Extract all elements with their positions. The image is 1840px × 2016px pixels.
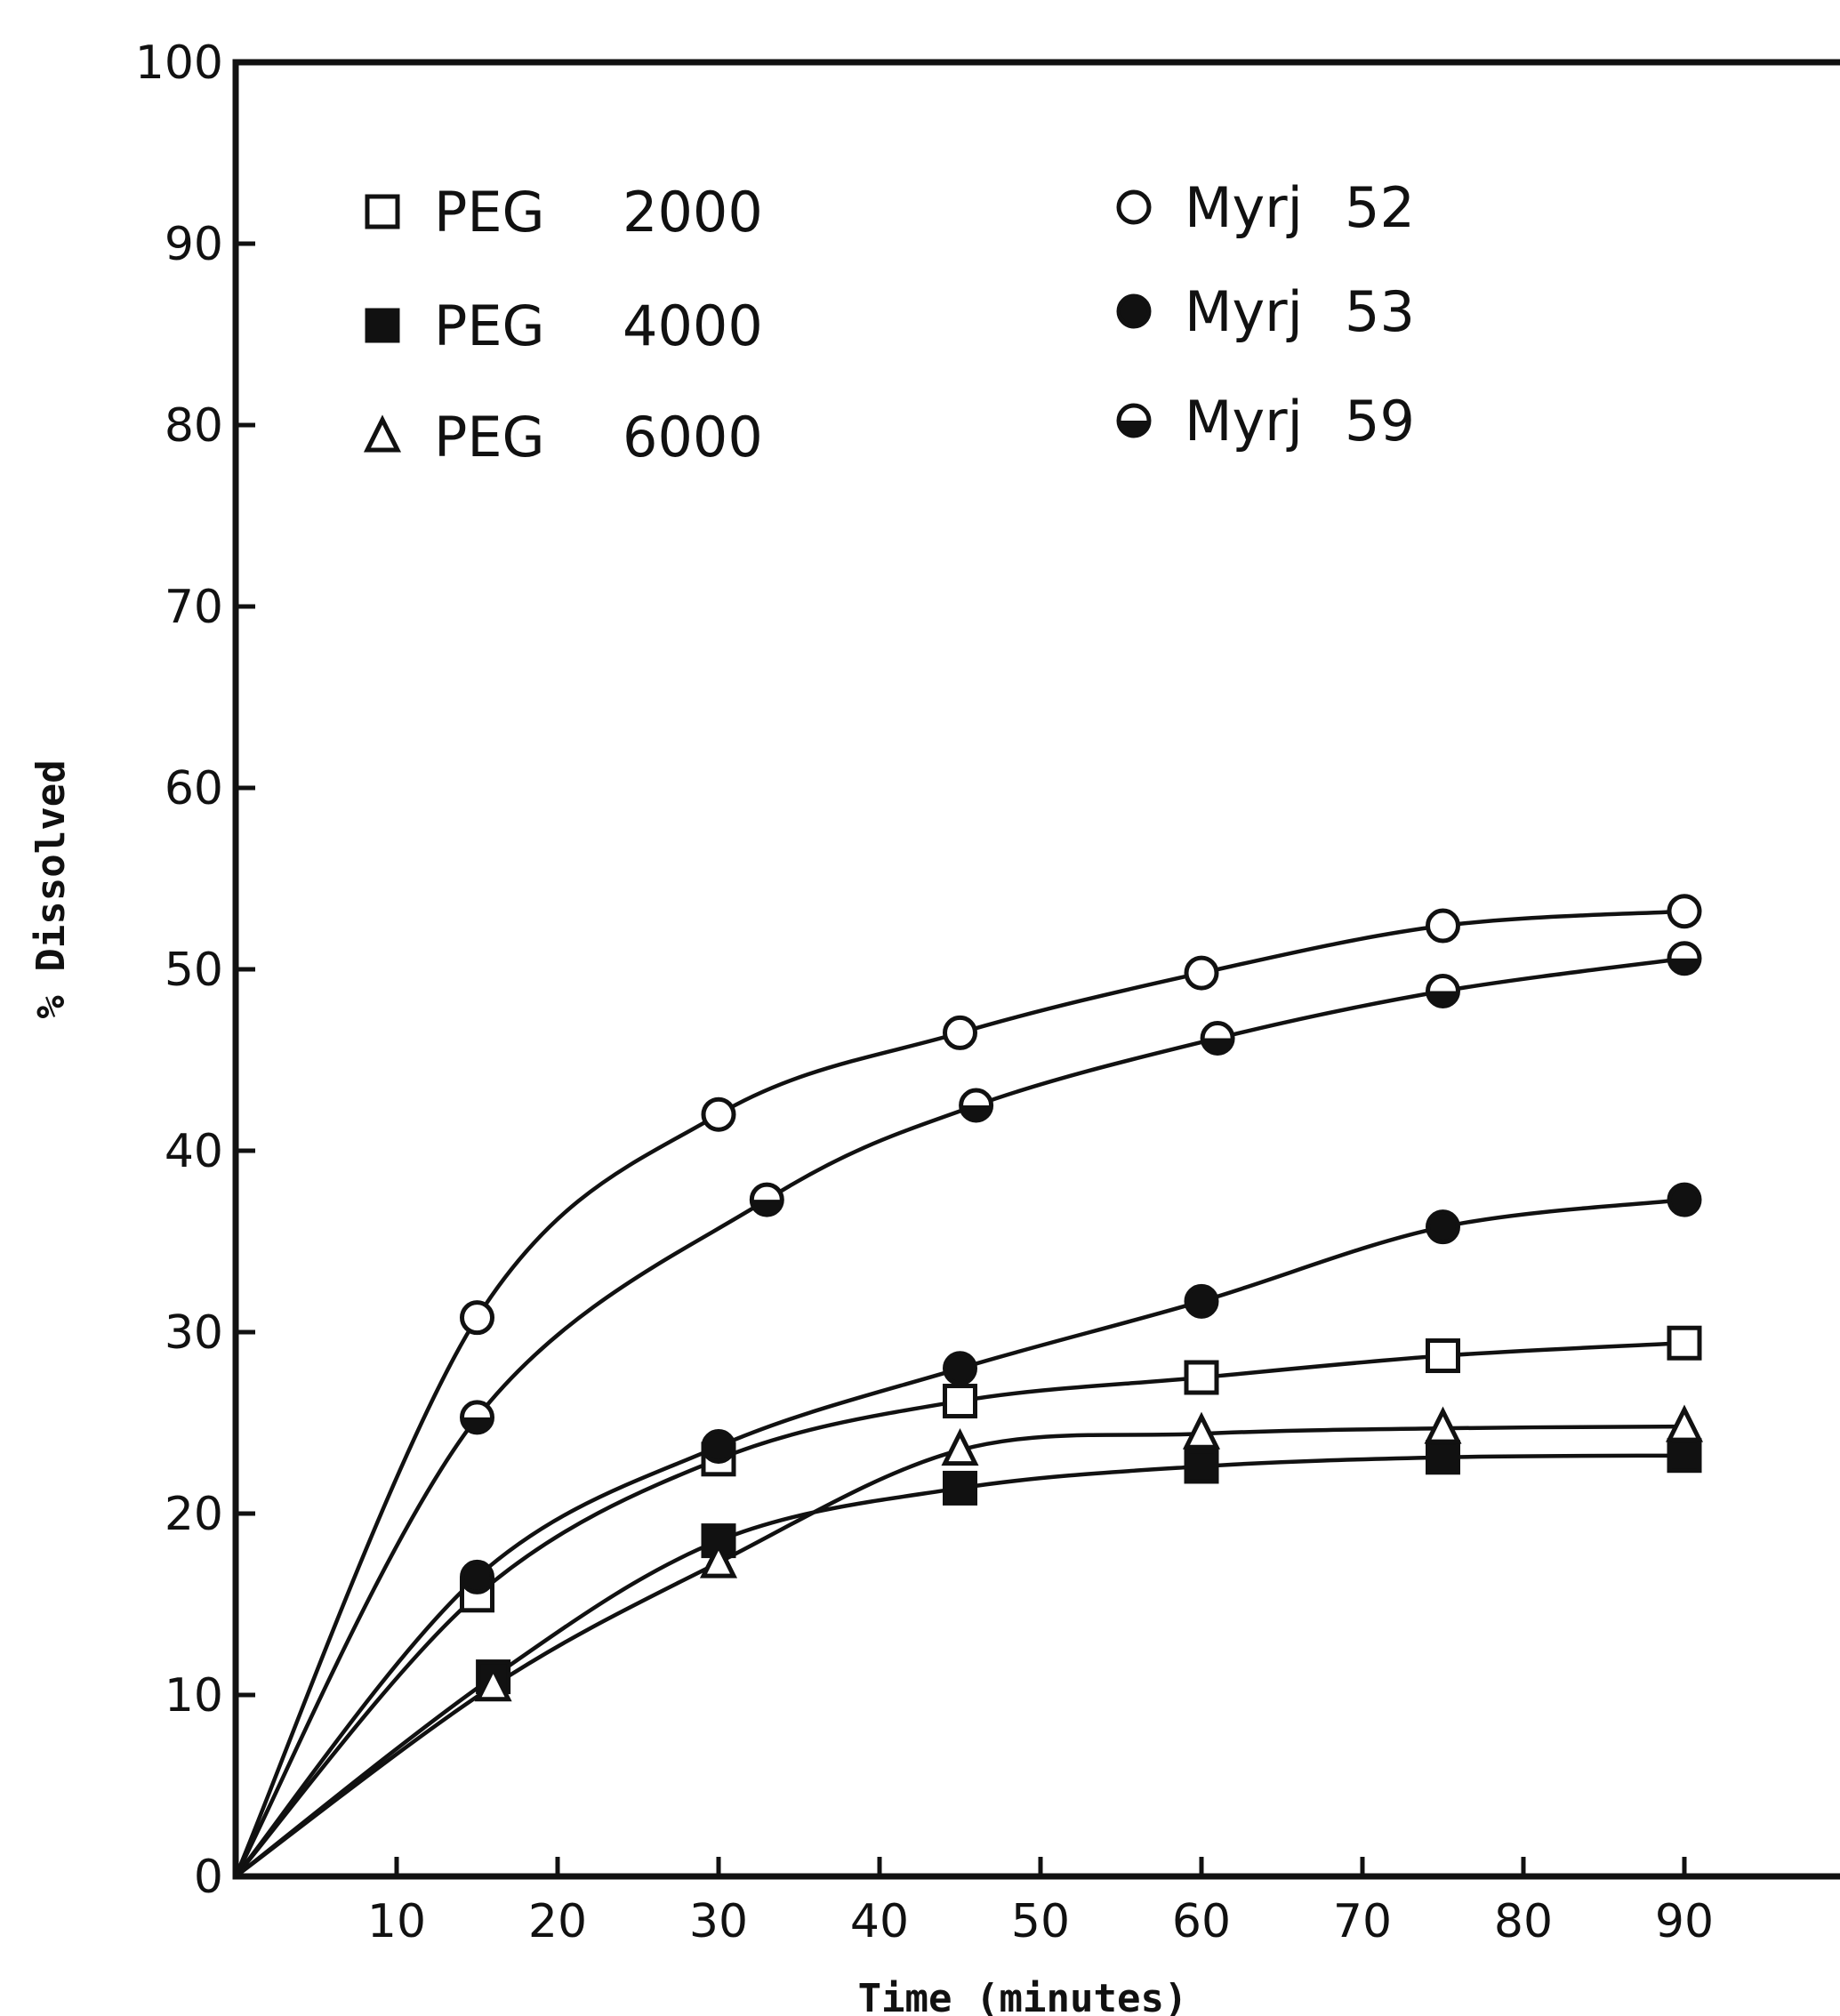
data-point [943, 1015, 977, 1050]
legend-label: PEG [434, 405, 545, 470]
data-point [699, 1540, 738, 1578]
legend-label: Myrj [1185, 389, 1303, 454]
legend-marker [365, 194, 400, 229]
legend-marker [363, 414, 402, 453]
y-tick-label: 10 [165, 1669, 223, 1723]
series-line-4 [234, 1197, 1685, 1878]
y-axis-title: % Dissolved [28, 759, 74, 1018]
data-point [959, 1088, 994, 1123]
x-axis: 10 20 30 40 50 60 70 80 90 [367, 1857, 1714, 1948]
legend-value: 53 [1345, 279, 1415, 344]
x-tick-label: 90 [1655, 1895, 1714, 1948]
data-point [1184, 1360, 1219, 1395]
legend-marker [365, 308, 400, 343]
x-tick-label: 30 [689, 1895, 748, 1948]
data-point [1184, 1283, 1219, 1319]
x-tick-label: 60 [1172, 1895, 1231, 1948]
legend-value: 4000 [623, 293, 763, 358]
data-point [1665, 1404, 1704, 1442]
data-point [943, 1470, 977, 1506]
x-tick-label: 40 [850, 1895, 909, 1948]
y-tick-label: 60 [165, 762, 223, 815]
data-point [1426, 1440, 1460, 1475]
legend-value: 59 [1345, 389, 1415, 454]
series-line-3 [233, 909, 1685, 1877]
data-point [943, 1351, 977, 1386]
x-tick-label: 20 [528, 1895, 587, 1948]
data-point [749, 1182, 784, 1217]
data-point [1426, 1209, 1460, 1245]
data-point [1424, 1406, 1462, 1444]
legend-marker [1116, 293, 1152, 329]
data-point [701, 1429, 736, 1465]
data-point [460, 1400, 494, 1435]
x-tick-label: 10 [367, 1895, 426, 1948]
y-tick-label: 20 [165, 1488, 223, 1541]
y-axis: 0 10 20 30 40 50 60 70 80 90 100 [135, 36, 255, 1904]
legend-label: Myrj [1185, 175, 1303, 240]
y-tick-label: 0 [194, 1851, 223, 1904]
data-point [1667, 1182, 1702, 1217]
x-tick-label: 80 [1494, 1895, 1553, 1948]
data-point [943, 1384, 977, 1419]
data-point [701, 1096, 736, 1132]
y-tick-label: 30 [165, 1306, 223, 1360]
series-line-1 [234, 1453, 1685, 1878]
legend-value: 6000 [623, 405, 763, 470]
data-point [1667, 1325, 1702, 1361]
legend-label: PEG [434, 293, 545, 358]
y-tick-label: 70 [165, 581, 223, 634]
y-tick-label: 100 [135, 36, 223, 90]
data-point [1184, 955, 1219, 991]
data-point [1426, 973, 1460, 1008]
data-point [1667, 941, 1702, 976]
data-point [1667, 1438, 1702, 1474]
legend-label: PEG [434, 180, 545, 245]
y-tick-label: 50 [165, 944, 223, 997]
y-tick-label: 90 [165, 218, 223, 271]
data-point [1182, 1411, 1221, 1450]
legend-value: 2000 [623, 180, 763, 245]
legend-marker [1116, 403, 1152, 438]
legend-value: 52 [1345, 175, 1415, 240]
series-markers [460, 894, 1704, 1702]
series-line-0 [234, 1340, 1685, 1878]
x-axis-title: Time (minutes) [858, 1976, 1188, 2016]
data-point [474, 1664, 512, 1702]
data-point [460, 1300, 494, 1336]
data-point [1426, 908, 1460, 944]
legend-marker [1116, 189, 1152, 225]
data-point [941, 1428, 979, 1466]
data-point [1426, 1338, 1460, 1374]
data-point [1200, 1021, 1235, 1056]
y-tick-label: 80 [165, 399, 223, 453]
data-point [1667, 894, 1702, 929]
legend-label: Myrj [1185, 279, 1303, 344]
data-point [460, 1559, 494, 1594]
x-tick-label: 50 [1011, 1895, 1070, 1948]
x-tick-label: 70 [1333, 1895, 1392, 1948]
y-tick-label: 40 [165, 1125, 223, 1178]
legend: PEG 2000 PEG 4000 PEG 6000 Myrj 52 Myrj 53 Myrj 59 [363, 175, 1415, 470]
data-point [1184, 1449, 1219, 1484]
